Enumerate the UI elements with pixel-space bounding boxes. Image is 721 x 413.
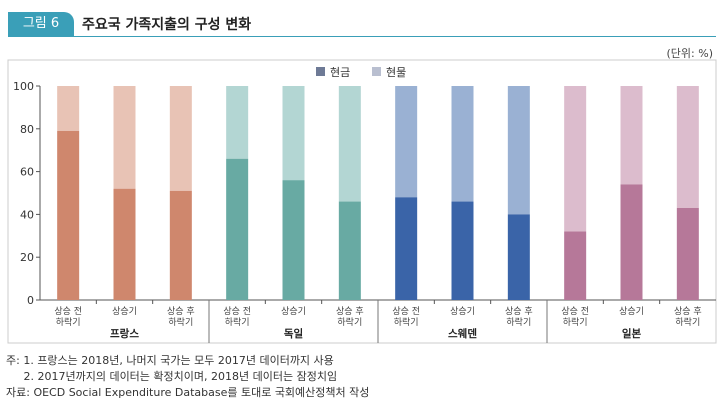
figure-title: 주요국 가족지출의 구성 변화	[82, 17, 252, 33]
x-category-label: 상승 후	[336, 306, 364, 317]
x-category-label: 상승 후	[674, 306, 702, 317]
bar-inkind	[169, 86, 192, 191]
bar-cash	[57, 130, 80, 300]
bar-inkind	[226, 86, 249, 159]
group-label: 스웨덴	[448, 327, 477, 340]
bar-inkind	[620, 86, 643, 185]
x-category-label: 하락기	[506, 316, 531, 328]
unit-label: (단위: %)	[666, 47, 713, 60]
bar-cash	[507, 214, 530, 300]
bar-cash	[620, 184, 643, 300]
y-tick-label: 100	[13, 80, 34, 93]
y-tick-label: 20	[20, 251, 34, 264]
bar-cash	[395, 197, 418, 300]
y-tick-label: 60	[20, 166, 34, 179]
bar-inkind	[676, 86, 699, 208]
bar-inkind	[395, 86, 418, 198]
bar-inkind	[113, 86, 136, 189]
y-tick-label: 40	[20, 208, 34, 221]
bar-cash	[282, 180, 305, 300]
note-1: 주: 1. 프랑스는 2018년, 나머지 국가는 모두 2017년 데이터까지…	[6, 354, 334, 367]
x-category-label: 상승 전	[223, 306, 251, 317]
x-category-label: 상승기	[619, 306, 644, 317]
x-category-label: 상승기	[450, 306, 475, 317]
source-note: 자료: OECD Social Expenditure Database를 토대…	[6, 386, 370, 399]
bar-cash	[113, 188, 136, 300]
x-category-label: 상승 전	[54, 306, 82, 317]
bar-cash	[564, 231, 587, 300]
x-category-label: 상승 후	[505, 306, 533, 317]
bar-cash	[676, 207, 699, 300]
legend-label: 현물	[386, 66, 406, 79]
figure-header: 그림 6 주요국 가족지출의 구성 변화	[8, 12, 716, 37]
x-category-label: 상승 전	[392, 306, 420, 317]
group-label: 독일	[284, 327, 303, 340]
bar-cash	[338, 201, 361, 300]
bar-inkind	[282, 86, 305, 181]
group-label: 일본	[622, 327, 642, 340]
bar-cash	[169, 190, 192, 300]
x-category-label: 상승 후	[167, 306, 195, 317]
group-label: 프랑스	[110, 328, 139, 340]
bar-inkind	[564, 86, 587, 232]
bar-cash	[226, 158, 249, 300]
y-tick-label: 80	[20, 123, 34, 136]
bar-inkind	[338, 86, 361, 202]
x-category-label: 상승기	[112, 306, 137, 317]
figure-badge: 그림 6	[8, 12, 74, 36]
legend-swatch	[372, 67, 381, 76]
x-category-label: 하락기	[168, 316, 193, 328]
legend-label: 현금	[330, 66, 350, 79]
x-category-label: 하락기	[225, 316, 250, 328]
x-category-label: 하락기	[337, 316, 362, 328]
x-category-label: 하락기	[394, 316, 419, 328]
note-2: 2. 2017년까지의 데이터는 확정치이며, 2018년 데이터는 잠정치임	[6, 370, 338, 383]
x-category-label: 하락기	[56, 316, 81, 328]
x-category-label: 상승기	[281, 306, 306, 317]
bar-cash	[451, 201, 474, 300]
bar-inkind	[507, 86, 530, 215]
legend-swatch	[316, 67, 325, 76]
x-category-label: 하락기	[675, 316, 700, 328]
x-category-label: 하락기	[563, 316, 588, 328]
y-tick-label: 0	[27, 294, 34, 307]
bar-inkind	[57, 86, 80, 131]
bar-inkind	[451, 86, 474, 202]
x-category-label: 상승 전	[561, 306, 589, 317]
